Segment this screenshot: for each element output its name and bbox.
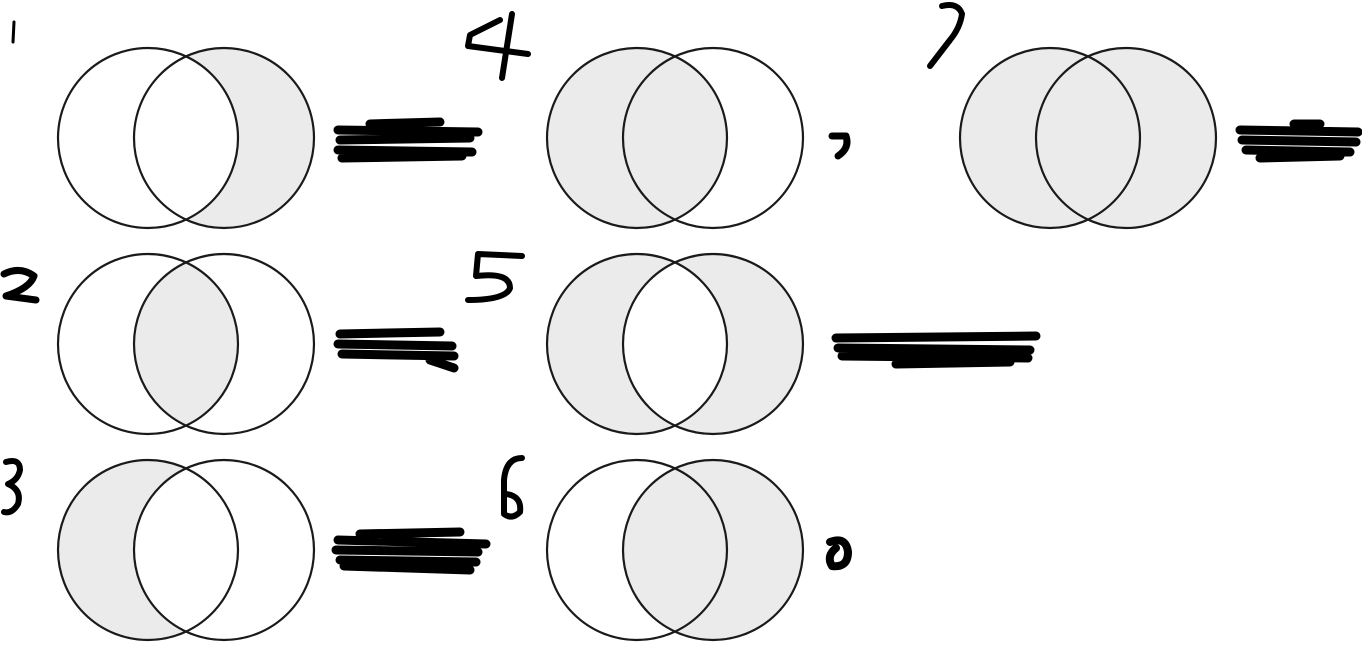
circle-left	[56, 46, 240, 230]
circle-right	[621, 252, 805, 436]
redacted-answer-5	[831, 331, 1041, 369]
venn-diagrams	[56, 46, 1218, 642]
circle-left	[56, 252, 240, 436]
venn-diagram-5	[545, 252, 805, 436]
region-intersection	[623, 254, 727, 434]
number-label-4	[465, 11, 531, 81]
circle-left	[545, 46, 729, 230]
redacted-answer-6	[825, 536, 852, 571]
circle-right	[621, 458, 805, 642]
region-intersection	[134, 48, 238, 228]
region-intersection	[1036, 48, 1140, 228]
venn-diagram-1	[56, 46, 316, 230]
number-label-5	[465, 251, 525, 303]
circle-right	[132, 46, 316, 230]
circle-right	[1034, 46, 1218, 230]
redacted-answer-2	[333, 327, 459, 373]
redacted-answer-3	[331, 527, 491, 575]
redacted-answers	[331, 117, 1362, 575]
diagram-number-labels	[0, 2, 965, 520]
region-intersection	[134, 460, 238, 640]
region-intersection	[134, 254, 238, 434]
circle-right	[621, 46, 805, 230]
circle-left	[545, 252, 729, 436]
venn-diagram-6	[545, 458, 805, 642]
circle-left	[56, 458, 240, 642]
number-label-1	[11, 20, 16, 44]
circle-left	[545, 458, 729, 642]
redacted-answer-1	[333, 117, 483, 163]
number-label-6	[501, 455, 525, 520]
region-intersection	[623, 48, 727, 228]
venn-diagram-4	[545, 46, 805, 230]
number-label-7	[927, 2, 965, 69]
number-label-3	[1, 458, 23, 516]
redacted-answer-7	[1235, 119, 1362, 163]
circle-left	[958, 46, 1142, 230]
number-label-2	[0, 267, 40, 304]
region-intersection	[623, 460, 727, 640]
venn-diagram-3	[56, 458, 316, 642]
circle-right	[132, 252, 316, 436]
redacted-answer-4	[828, 132, 851, 160]
venn-diagram-7	[958, 46, 1218, 230]
venn-diagram-2	[56, 252, 316, 436]
circle-right	[132, 458, 316, 642]
